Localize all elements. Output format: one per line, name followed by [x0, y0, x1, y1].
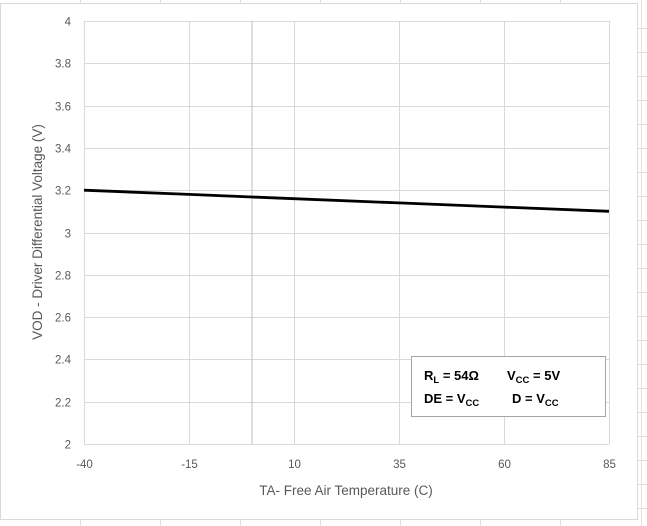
- series-line-vod: [83, 188, 610, 213]
- x-tick-label: -15: [181, 459, 198, 471]
- y-tick-label: 2.8: [55, 271, 71, 283]
- x-tick-label: 35: [393, 459, 406, 471]
- y-tick-label: 4: [65, 17, 72, 29]
- y-tick-label: 2: [65, 440, 71, 452]
- y-tick-label: 2.4: [55, 355, 72, 367]
- y-tick-label: 2.6: [55, 313, 71, 325]
- x-tick-label: 10: [288, 459, 301, 471]
- y-axis-label: VOD - Driver Differential Voltage (V): [30, 124, 45, 340]
- x-tick-label: -40: [76, 459, 93, 471]
- annotation-box: RL = 54Ω VCC = 5V DE = VCC D = VCC: [411, 356, 606, 417]
- chart-area: [0, 3, 638, 520]
- x-tick-label: 85: [603, 459, 616, 471]
- y-tick-label: 3.2: [55, 186, 71, 198]
- annotation-line-2: DE = VCC D = VCC: [424, 391, 559, 409]
- x-axis-label: TA- Free Air Temperature (C): [259, 483, 433, 498]
- y-tick-label: 3.8: [55, 59, 71, 71]
- y-tick-label: 3.6: [55, 102, 71, 114]
- y-tick-label: 3.4: [55, 144, 72, 156]
- y-tick-label: 2.2: [55, 398, 71, 410]
- annotation-line-1: RL = 54Ω VCC = 5V: [424, 368, 560, 386]
- y-tick-label: 3: [65, 229, 71, 241]
- x-tick-label: 60: [498, 459, 511, 471]
